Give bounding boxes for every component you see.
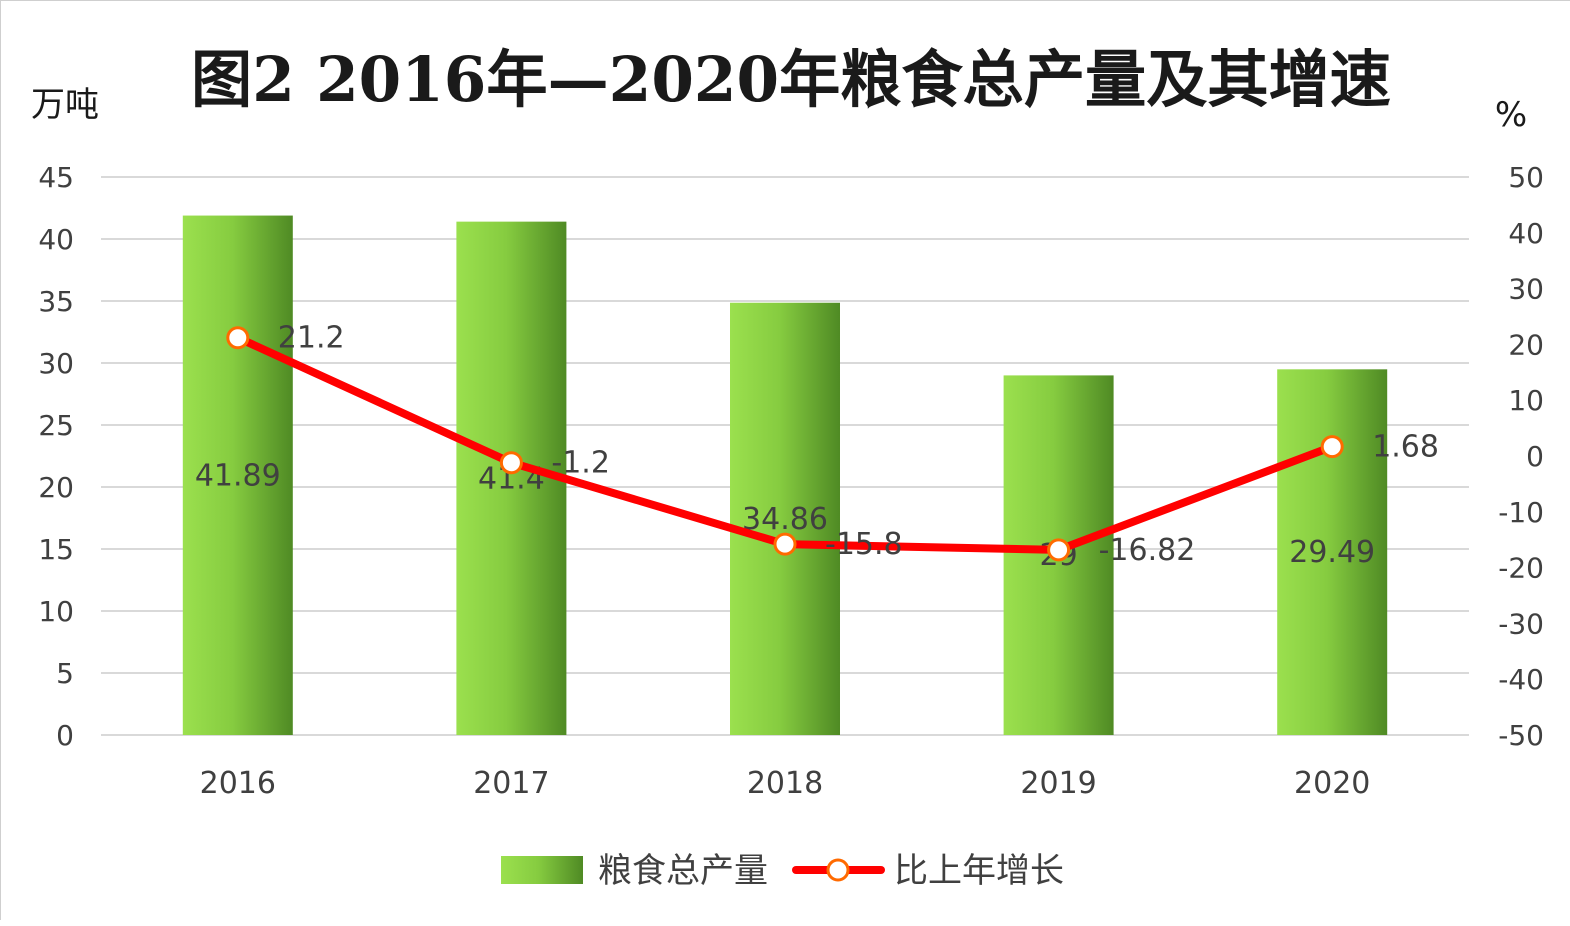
line-series	[226, 326, 1344, 562]
line-data-label: 1.68	[1372, 430, 1439, 465]
left-tick-label: 35	[38, 285, 74, 318]
left-axis-unit: 万吨	[31, 85, 99, 125]
right-tick-label: -50	[1498, 719, 1544, 752]
legend-line-label: 比上年增长	[894, 851, 1064, 891]
bar-series	[182, 215, 1388, 736]
bar	[730, 302, 840, 735]
left-axis-ticks: 0 5 10 15 20 25 30 35 40 45	[38, 161, 74, 752]
right-tick-label: -10	[1498, 496, 1544, 529]
x-tick-label: 2020	[1294, 766, 1370, 801]
bar	[182, 215, 293, 736]
left-tick-label: 0	[56, 719, 74, 752]
x-tick-label: 2016	[200, 766, 276, 801]
x-tick-label: 2017	[473, 766, 549, 801]
line-data-label: -1.2	[551, 446, 610, 481]
right-tick-label: 10	[1508, 384, 1544, 417]
line-marker	[226, 326, 250, 350]
right-axis-ticks: -50 -40 -30 -20 -10 0 10 20 30 40 50	[1498, 161, 1544, 752]
left-tick-label: 45	[38, 161, 74, 194]
bar-data-label: 41.89	[195, 458, 281, 493]
bar	[456, 221, 567, 735]
left-tick-label: 25	[38, 409, 74, 442]
legend-line-marker	[826, 858, 850, 882]
x-axis-ticks: 2016 2017 2018 2019 2020	[200, 766, 1371, 801]
legend-bar-swatch	[501, 856, 583, 884]
right-tick-label: 0	[1526, 440, 1544, 473]
line-marker	[499, 451, 523, 475]
left-tick-label: 15	[38, 533, 74, 566]
legend-bar-label: 粮食总产量	[598, 851, 768, 891]
line-data-label: -15.8	[825, 527, 903, 562]
line-data-label: 21.2	[278, 321, 345, 356]
x-tick-label: 2018	[747, 766, 823, 801]
bar	[1277, 369, 1388, 735]
line-marker	[1320, 435, 1344, 459]
line-data-labels: 21.2 -1.2 -15.8 -16.82 1.68	[278, 321, 1439, 568]
right-tick-label: 40	[1508, 217, 1544, 250]
right-tick-label: -20	[1498, 552, 1544, 585]
bar-data-label: 34.86	[742, 502, 828, 537]
line-marker	[773, 532, 797, 556]
left-tick-label: 5	[56, 657, 74, 690]
line-data-label: -16.82	[1099, 533, 1196, 568]
right-tick-label: 50	[1508, 161, 1544, 194]
line-marker	[1047, 538, 1071, 562]
left-tick-label: 40	[38, 223, 74, 256]
left-tick-label: 10	[38, 595, 74, 628]
right-axis-unit: %	[1495, 95, 1527, 135]
left-tick-label: 20	[38, 471, 74, 504]
chart-title: 图2 2016年—2020年粮食总产量及其增速	[191, 43, 1391, 116]
left-tick-label: 30	[38, 347, 74, 380]
right-tick-label: -30	[1498, 607, 1544, 640]
right-tick-label: -40	[1498, 663, 1544, 696]
bar-data-label: 29.49	[1289, 535, 1375, 570]
legend: 粮食总产量 比上年增长	[501, 851, 1064, 891]
right-tick-label: 30	[1508, 273, 1544, 306]
right-tick-label: 20	[1508, 328, 1544, 361]
x-tick-label: 2019	[1020, 766, 1096, 801]
